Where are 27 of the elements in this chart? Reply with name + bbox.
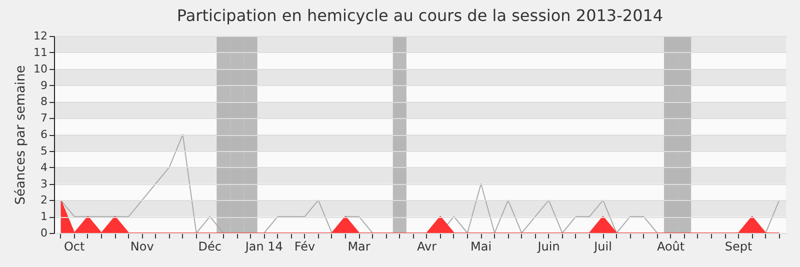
y-tick-label: 0 <box>40 226 48 240</box>
x-tick-label: Oct <box>64 240 85 254</box>
y-tick-label: 8 <box>40 95 48 108</box>
y-tick-label: 7 <box>40 112 48 125</box>
y-tick-label: 11 <box>34 46 48 59</box>
x-tick-label: Nov <box>130 240 154 254</box>
y-tick-label: 1 <box>40 210 48 224</box>
y-tick-label: 6 <box>40 128 48 141</box>
y-axis-title: Séances par semaine <box>14 65 29 205</box>
x-tick-label: Déc <box>198 240 222 254</box>
x-tick-label: Juil <box>593 240 612 254</box>
x-tick-label: Sept <box>724 240 753 254</box>
x-tick-label: Avr <box>417 240 437 254</box>
x-tick-label: Fév <box>294 240 316 254</box>
x-tick-label: Mai <box>470 240 492 254</box>
y-tick-label: 4 <box>40 160 48 174</box>
y-tick-label: 9 <box>40 78 48 92</box>
y-tick-label: 10 <box>34 62 48 76</box>
y-tick-label: 2 <box>40 194 48 207</box>
x-tick-label: Mar <box>348 240 370 254</box>
x-tick-label: Jan 14 <box>244 240 283 254</box>
y-tick-label: 12 <box>34 30 48 42</box>
y-tick-label: 3 <box>40 177 48 190</box>
chart-title: Participation en hemicycle au cours de la session 2013-2014 <box>176 6 664 25</box>
y-tick-label: 5 <box>40 144 48 158</box>
x-tick-label: Juin <box>536 240 560 254</box>
x-tick-label: Août <box>656 240 685 254</box>
